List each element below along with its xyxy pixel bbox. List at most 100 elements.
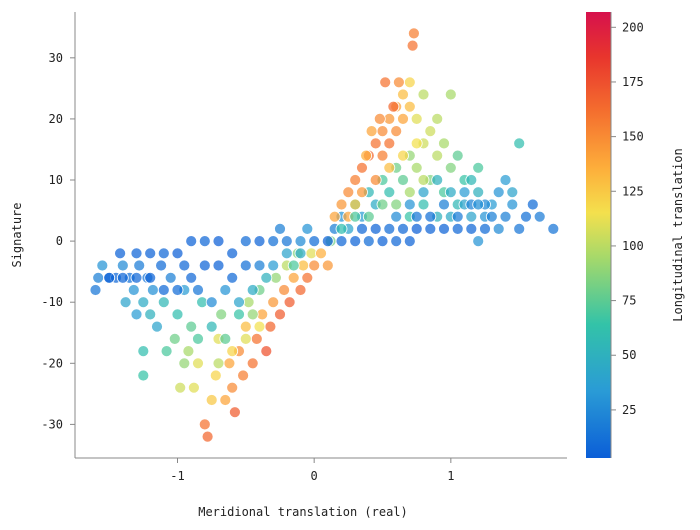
scatter-point [458,186,471,199]
scatter-point [280,247,293,260]
scatter-point [185,320,198,333]
scatter-point [513,222,526,235]
scatter-point [387,100,400,113]
scatter-point [226,345,239,358]
scatter-point [417,88,430,101]
scatter-point [349,210,362,223]
scatter-point [335,198,348,211]
scatter-point [362,210,375,223]
scatter-point [219,332,232,345]
colorbar-tick-label: 125 [622,184,644,198]
y-axis: -30 -20 -10 0 10 20 30 Signature [10,12,76,458]
scatter-point [209,369,222,382]
colorbar: 25 50 75 100 125 150 175 200 Longitudinal trans… [586,12,685,458]
scatter-point [451,149,464,162]
scatter-point [407,27,420,40]
scatter-point [267,259,280,272]
scatter-point [362,235,375,248]
scatter-point [226,247,239,260]
scatter-point [294,235,307,248]
scatter-point [171,284,184,296]
scatter-point [127,284,140,296]
scatter-point [103,271,116,284]
scatter-point [278,284,291,296]
x-axis-ticks: -1 0 1 [170,458,454,483]
scatter-point [239,332,252,345]
scatter-point [237,369,250,382]
scatter-point [187,381,200,394]
scatter-point [315,247,327,260]
scatter-point [228,406,241,419]
scatter-point [335,235,348,248]
scatter-point [308,235,321,248]
scatter-point [410,222,423,235]
colorbar-gradient [586,12,611,458]
x-tick-label: 1 [447,469,454,483]
scatter-point [178,357,191,370]
scatter-point [171,308,184,321]
scatter-point [349,198,362,211]
scatter-point [392,76,405,89]
scatter-point [130,308,143,321]
scatter-point [130,247,143,260]
scatter-point [424,222,437,235]
scatter-point [465,222,478,235]
scatter-point [233,308,245,321]
scatter-point [390,210,403,223]
scatter-point [226,271,239,284]
scatter-point [201,430,214,443]
scatter-point [267,296,280,309]
scatter-point [280,235,293,248]
scatter-point [383,161,396,174]
scatter-point [185,271,198,284]
scatter-point [321,235,334,248]
colorbar-tick-label: 150 [622,130,644,144]
scatter-point [342,186,355,199]
scatter-point [360,149,373,162]
scatter-point [133,259,146,272]
scatter-point [260,271,273,284]
scatter-point [444,161,457,174]
scatter-point [356,222,368,235]
scatter-point [492,222,505,235]
scatter-point [356,186,368,199]
scatter-point [157,284,170,296]
scatter-point [376,125,389,138]
scatter-point [253,259,266,272]
scatter-point [160,345,173,358]
scatter-point [178,259,191,272]
scatter-point [144,247,157,260]
scatter-point [287,259,300,272]
scatter-point [287,271,300,284]
scatter-point [130,271,143,284]
scatter-point [431,174,444,186]
scatter-point [294,284,307,296]
x-tick-label: 0 [311,469,318,483]
scatter-point [424,125,437,138]
scatter-point [383,137,396,150]
scatter-point [116,259,129,272]
scatter-point [465,210,478,223]
scatter-point [137,369,150,382]
scatter-point [403,198,416,211]
scatter-point [438,137,450,150]
scatter-point [223,357,236,370]
colorbar-title: Longitudinal translation [671,148,685,321]
scatter-point [250,332,263,345]
scatter-point [239,320,252,333]
colorbar-tick-label: 25 [622,403,636,417]
colorbar-tick-label: 50 [622,348,636,362]
scatter-point [144,308,157,321]
scatter-point [431,113,444,125]
scatter-point [472,235,485,248]
scatter-point [274,308,286,321]
scatter-point [137,296,150,309]
scatter-point [246,284,259,296]
y-tick-label: 30 [49,51,63,65]
scatter-point [369,137,382,150]
scatter-point [146,284,159,296]
scatter-point [96,259,109,272]
scatter-point [438,222,450,235]
scatter-point [506,198,519,211]
scatter-point [264,320,277,333]
